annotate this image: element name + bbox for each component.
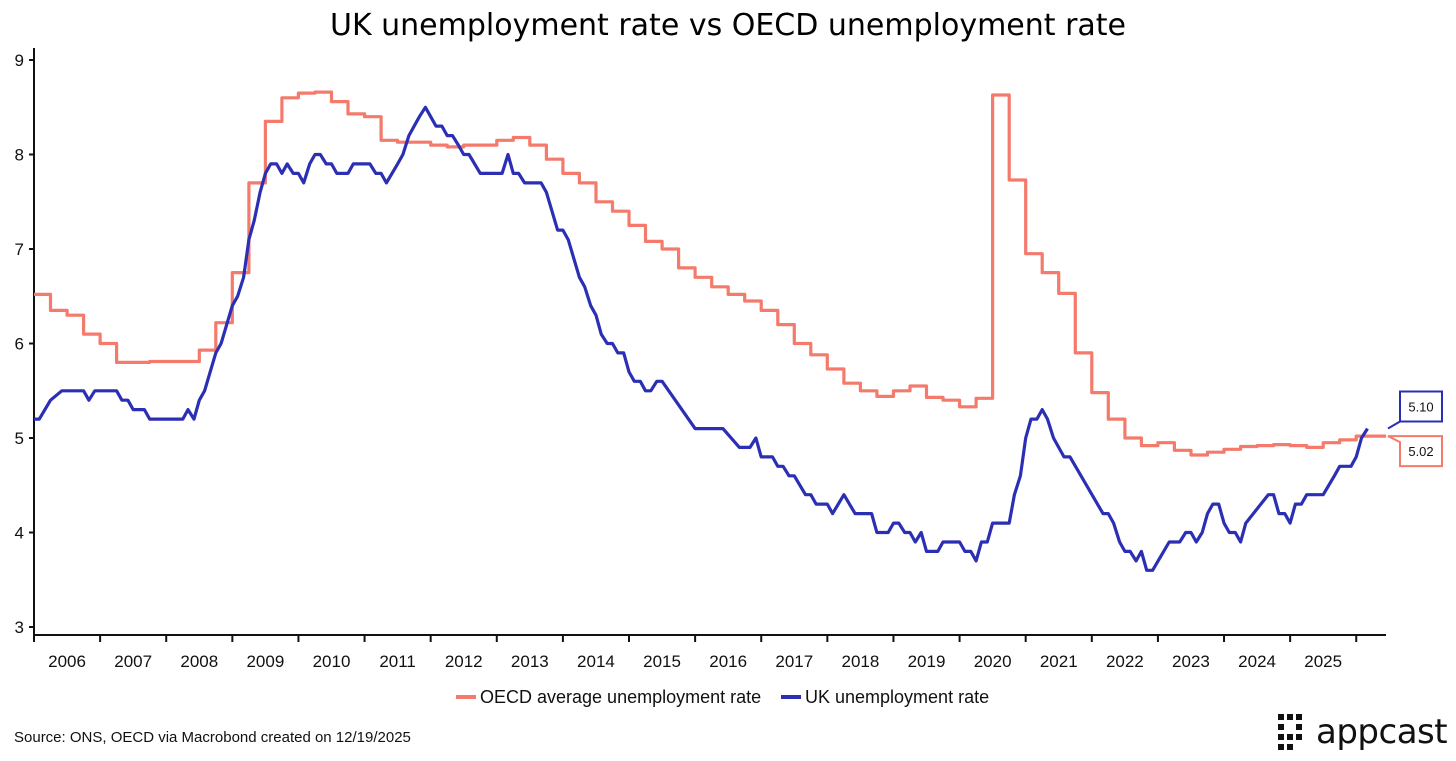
uk-series-line [34, 105, 1369, 572]
appcast-logo-text: appcast [1316, 712, 1448, 752]
x-tick-label: 2010 [313, 652, 351, 671]
x-tick-label: 2022 [1106, 652, 1144, 671]
uk-value-callout-label: 5.10 [1408, 400, 1433, 415]
source-note: Source: ONS, OECD via Macrobond created … [14, 729, 411, 746]
y-tick-label: 8 [15, 146, 24, 165]
x-tick-label: 2007 [114, 652, 152, 671]
legend-label-uk: UK unemployment rate [805, 687, 989, 707]
appcast-logo-mark-icon [1278, 714, 1310, 750]
y-tick-label: 4 [15, 524, 24, 543]
x-tick-label: 2006 [48, 652, 86, 671]
appcast-logo: appcast [1278, 712, 1448, 752]
legend-label-oecd: OECD average unemployment rate [480, 687, 761, 707]
value-callouts: 5.10 5.02 [1387, 390, 1443, 468]
x-tick-label: 2025 [1304, 652, 1342, 671]
x-tick-label: 2023 [1172, 652, 1210, 671]
x-tick-label: 2013 [511, 652, 549, 671]
x-tick-label: 2017 [775, 652, 813, 671]
x-tick-label: 2019 [908, 652, 946, 671]
x-tick-label: 2021 [1040, 652, 1078, 671]
x-tick-label: 2015 [643, 652, 681, 671]
chart-title: UK unemployment rate vs OECD unemploymen… [329, 8, 1127, 43]
x-tick-label: 2024 [1238, 652, 1276, 671]
y-tick-label: 7 [15, 240, 24, 259]
chart-legend: OECD average unemployment rate UK unempl… [456, 687, 989, 707]
y-tick-label: 3 [15, 618, 24, 637]
y-tick-label: 6 [15, 335, 24, 354]
y-tick-label: 5 [15, 429, 24, 448]
x-tick-label: 2011 [379, 652, 416, 671]
oecd-series-line [34, 90, 1386, 457]
x-tick-label: 2008 [180, 652, 218, 671]
oecd-value-callout-box [1387, 435, 1443, 468]
chart-axes: 3 4 5 6 7 8 9 2006 2007 2008 2009 2010 2011 2012 2013 2… [15, 48, 1386, 671]
chart-series [34, 90, 1386, 572]
x-tick-label: 2012 [445, 652, 483, 671]
x-tick-label: 2018 [841, 652, 879, 671]
x-tick-label: 2020 [974, 652, 1012, 671]
x-tick-label: 2014 [577, 652, 615, 671]
y-tick-label: 9 [15, 51, 24, 70]
x-tick-label: 2016 [709, 652, 747, 671]
oecd-value-callout-label: 5.02 [1408, 444, 1433, 459]
x-tick-label: 2009 [246, 652, 284, 671]
uk-value-callout-box [1387, 390, 1443, 430]
